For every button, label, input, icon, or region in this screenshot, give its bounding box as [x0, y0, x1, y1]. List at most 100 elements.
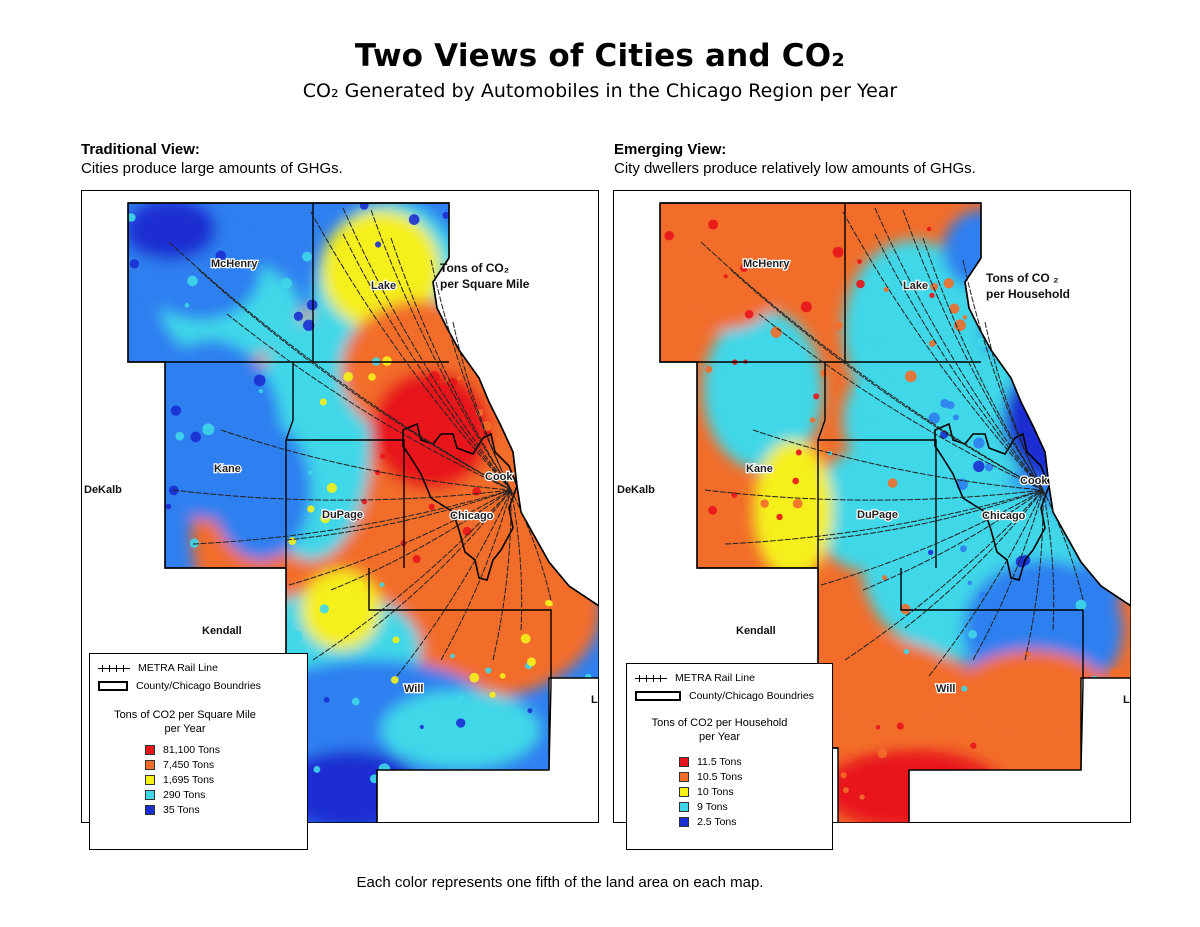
legend-title-line1: Tons of CO2 per Household: [651, 717, 788, 729]
heat-speck: [379, 582, 385, 588]
heat-speck: [393, 642, 402, 651]
heat-speck: [877, 748, 888, 759]
legend-title: Tons of CO2 per Household per Year: [627, 716, 812, 744]
legend-class-row: 290 Tons: [145, 789, 205, 801]
right-unit-label-2: per Household: [986, 287, 1070, 301]
right-panel-heading: Emerging View: City dwellers produce rel…: [614, 140, 976, 178]
legend-class-row: 9 Tons: [679, 801, 728, 813]
left-county-boundaries: [127, 202, 599, 823]
legend-swatch: [679, 757, 689, 767]
legend-class-label: 290 Tons: [163, 789, 206, 801]
heat-speck: [926, 226, 932, 232]
metra-rail-line: [928, 489, 1044, 677]
heat-speck: [426, 417, 436, 427]
cook-label: Cook: [485, 471, 513, 483]
page-subtitle: CO₂ Generated by Automobiles in the Chic…: [302, 80, 898, 102]
heat-speck: [150, 234, 156, 240]
heat-speck: [352, 511, 362, 521]
heat-speck: [789, 275, 798, 284]
right-caption: City dwellers produce relatively low amo…: [614, 160, 976, 177]
heat-speck: [129, 259, 140, 269]
metra-rail-line: [874, 207, 1044, 491]
metra-rail-line: [758, 313, 1044, 491]
edge-label: L: [1123, 694, 1130, 706]
kane-label: Kane: [214, 463, 241, 475]
left-heading: Traditional View:: [81, 141, 200, 158]
heat-speck: [450, 653, 455, 659]
legend-swatch: [145, 805, 155, 815]
heat-speck: [380, 453, 386, 459]
heat-speck: [856, 279, 865, 289]
heat-speck: [1110, 668, 1122, 680]
heat-speck: [733, 500, 744, 512]
heat-patch: [813, 450, 913, 570]
heat-patch: [381, 690, 541, 770]
heat-speck: [445, 710, 457, 722]
legend-title: Tons of CO2 per Square Mile per Year: [90, 708, 280, 736]
metra-rail-line: [172, 489, 512, 501]
heat-speck: [795, 449, 802, 456]
legend-swatch: [679, 817, 689, 827]
county-boundary: [660, 202, 982, 258]
metra-rail-line: [700, 241, 1044, 491]
heat-speck: [302, 251, 312, 262]
metra-rail-line: [370, 209, 512, 491]
heat-speck: [664, 230, 674, 241]
metra-rail-line: [285, 489, 512, 541]
legend-class-label: 10.5 Tons: [697, 771, 743, 783]
legend-class-label: 9 Tons: [697, 801, 728, 813]
right-unit-label-1: Tons of CO ₂: [986, 271, 1058, 285]
heat-speck: [293, 311, 304, 321]
lake-label: Lake: [903, 280, 928, 292]
heat-speck: [961, 685, 968, 692]
county-boundary: [368, 568, 552, 771]
metra-rail-line: [972, 489, 1044, 661]
metra-rail-line: [704, 489, 1044, 501]
heat-speck: [723, 274, 728, 279]
heat-speck: [308, 470, 313, 475]
rail-line-icon: [635, 673, 667, 683]
heat-speck: [973, 460, 985, 472]
heat-speck: [744, 309, 754, 319]
heat-speck: [973, 437, 985, 449]
county-boundary: [164, 362, 286, 569]
metra-rail-line: [844, 489, 1044, 661]
boundary-icon: [98, 681, 128, 691]
rail-legend-label: METRA Rail Line: [675, 672, 755, 684]
dupage-label: DuPage: [857, 509, 898, 521]
metra-rail-line: [902, 209, 1044, 491]
metra-rail-line: [192, 489, 512, 545]
heat-speck: [170, 405, 182, 416]
heat-speck: [903, 648, 910, 655]
heat-speck: [960, 545, 967, 553]
legend-title-line1: Tons of CO2 per Square Mile: [114, 709, 256, 721]
legend-class-row: 35 Tons: [145, 804, 200, 816]
kendall-label: Kendall: [202, 625, 242, 637]
metra-rail-line: [1024, 489, 1044, 661]
heat-speck: [428, 371, 440, 384]
heat-speck: [729, 265, 736, 272]
legend-title-line2: per Year: [699, 731, 740, 743]
heat-speck: [184, 303, 190, 308]
boundary-icon: [635, 691, 681, 701]
heat-speck: [499, 673, 506, 679]
legend-swatch: [679, 802, 689, 812]
legend-class-label: 2.5 Tons: [697, 816, 737, 828]
heat-speck: [457, 694, 465, 702]
heat-speck: [940, 430, 949, 439]
county-boundary: [659, 203, 846, 363]
metra-rail-line: [440, 489, 512, 661]
heat-patch: [663, 230, 783, 330]
heat-speck: [306, 299, 318, 311]
heat-speck: [397, 408, 408, 418]
heat-speck: [320, 513, 331, 524]
mchenry-label: McHenry: [743, 258, 790, 270]
lake-shoreline: [432, 257, 599, 607]
metra-rail-line: [862, 489, 1044, 591]
heat-speck: [875, 725, 881, 730]
heat-speck: [705, 366, 713, 373]
will-label: Will: [936, 683, 955, 695]
dekalb-label: DeKalb: [617, 484, 655, 496]
legend-class-row: 7,450 Tons: [145, 759, 214, 771]
metra-rail-line: [820, 489, 1044, 586]
